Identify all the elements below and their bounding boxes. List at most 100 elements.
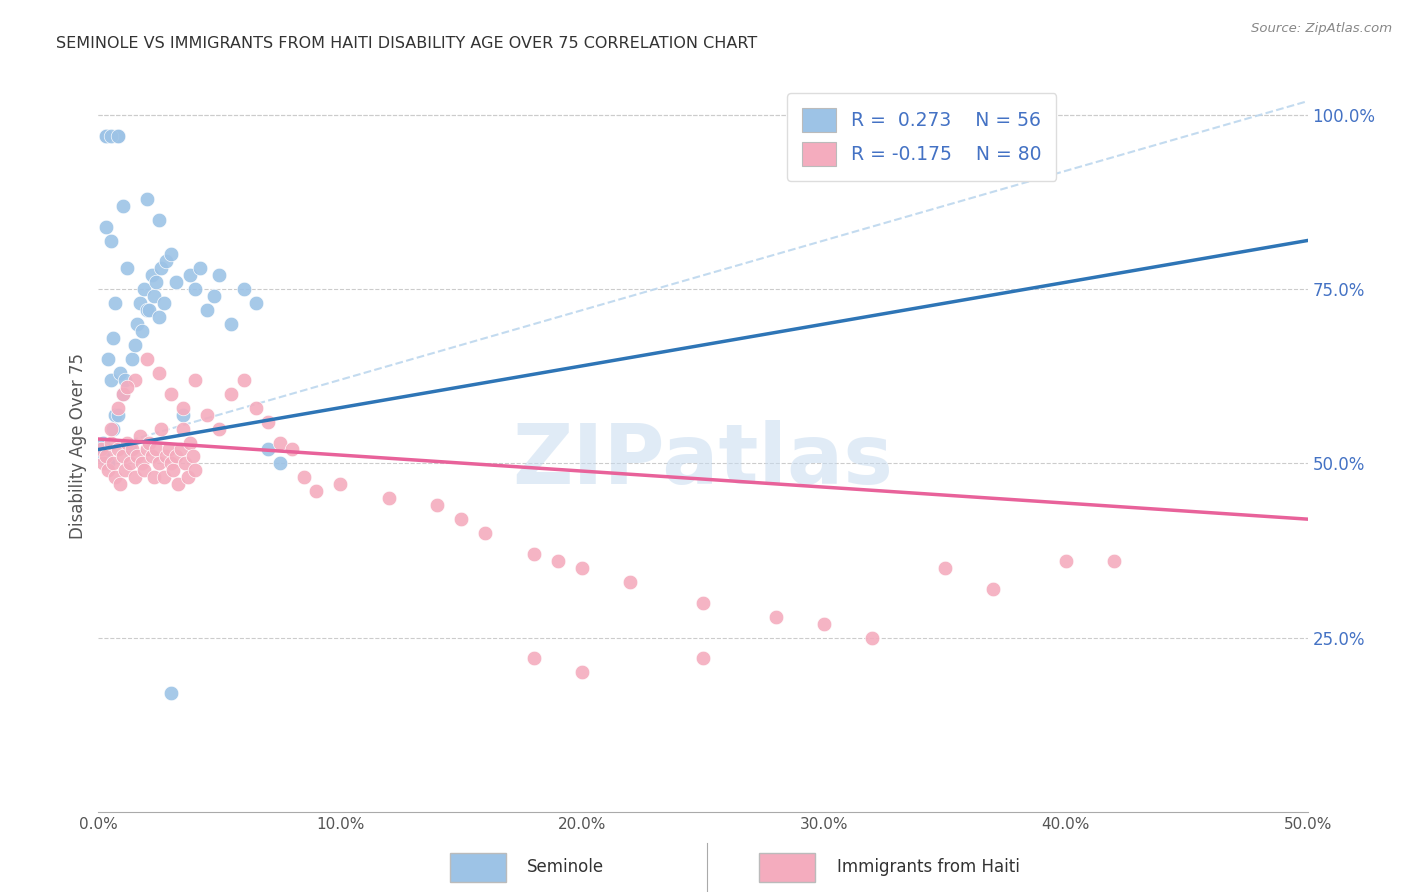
Point [523,651,546,665]
Point [184,463,207,477]
Point [184,282,207,296]
Point [174,457,197,471]
Point [135,351,157,366]
Point [101,421,124,435]
Point [152,470,174,484]
Point [860,631,883,645]
Point [619,574,641,589]
Legend: R =  0.273    N = 56, R = -0.175    N = 80: R = 0.273 N = 56, R = -0.175 N = 80 [787,94,1056,181]
Point [124,338,146,352]
Point [143,470,166,484]
Point [148,212,170,227]
Point [160,457,183,471]
Point [145,442,167,457]
Point [152,296,174,310]
Point [114,463,136,477]
Point [111,199,134,213]
Point [155,254,177,268]
Point [160,247,183,261]
Point [107,408,129,422]
Point [138,303,160,318]
Point [172,401,194,415]
Point [143,289,166,303]
Point [172,408,194,422]
Point [107,401,129,415]
Point [94,450,117,464]
Point [100,234,122,248]
Point [107,128,129,143]
Point [181,450,204,464]
Point [108,366,131,380]
Point [256,442,278,457]
FancyBboxPatch shape [759,853,815,882]
Point [208,268,231,283]
Point [221,386,243,401]
Point [765,609,787,624]
Point [111,386,134,401]
Point [150,261,173,276]
Point [91,450,114,464]
Point [474,526,496,541]
Point [150,421,173,435]
Point [100,128,122,143]
Point [124,470,146,484]
Point [111,386,134,401]
Point [195,303,218,318]
Point [100,435,122,450]
Point [195,408,218,422]
Point [118,442,141,457]
Point [107,442,129,457]
Point [221,317,243,331]
Y-axis label: Disability Age Over 75: Disability Age Over 75 [69,353,87,539]
Point [101,457,124,471]
Point [571,561,593,575]
Point [117,435,139,450]
Point [934,561,956,575]
Point [135,192,157,206]
Point [184,373,207,387]
Text: Seminole: Seminole [527,858,605,877]
Point [208,421,231,435]
Point [141,268,163,283]
Point [155,450,177,464]
Point [148,457,170,471]
Point [160,386,183,401]
Point [281,442,304,457]
Point [104,296,127,310]
Point [97,457,120,471]
Point [117,261,139,276]
FancyBboxPatch shape [450,853,506,882]
Point [571,665,593,680]
Point [134,463,156,477]
Point [692,596,714,610]
Point [97,351,120,366]
Point [128,296,150,310]
Point [148,310,170,325]
Point [97,463,120,477]
Point [813,616,835,631]
Point [232,282,254,296]
Point [135,303,157,318]
Point [245,401,267,415]
Point [188,261,211,276]
Point [1054,554,1077,568]
Point [157,442,180,457]
Point [269,435,291,450]
Point [145,275,167,289]
Point [114,373,136,387]
Point [329,477,352,491]
Point [131,324,153,338]
Point [141,450,163,464]
Point [426,498,449,512]
Point [127,450,149,464]
Point [232,373,254,387]
Point [104,408,127,422]
Point [450,512,472,526]
Point [256,415,278,429]
Point [90,442,112,457]
Point [134,282,156,296]
Point [118,457,141,471]
Text: Immigrants from Haiti: Immigrants from Haiti [837,858,1019,877]
Point [523,547,546,561]
Point [547,554,569,568]
